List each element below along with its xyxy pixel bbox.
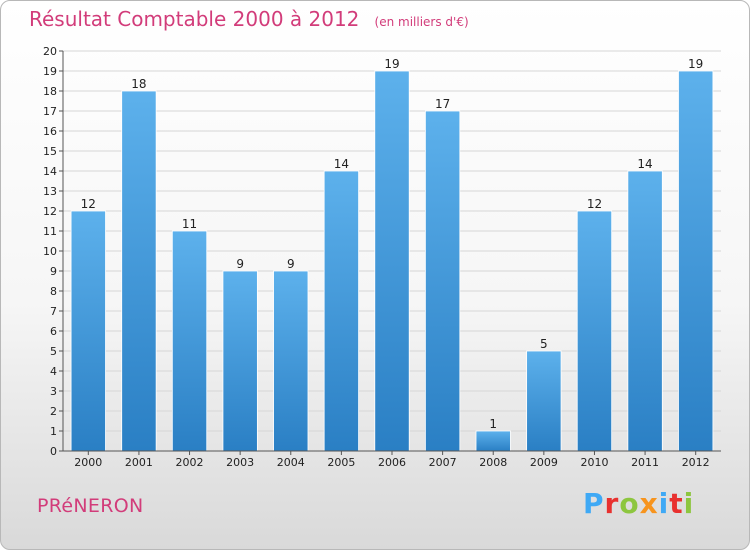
bar-2007 xyxy=(425,110,461,452)
proxiti-logo: Proxiti xyxy=(583,487,694,520)
y-tick-label: 9 xyxy=(50,265,57,278)
y-tick-label: 0 xyxy=(50,445,57,458)
x-tick-label: 2004 xyxy=(277,456,305,469)
logo-letter: x xyxy=(639,487,659,520)
chart-subtitle: (en milliers d'€) xyxy=(374,15,469,29)
x-tick-label: 2000 xyxy=(74,456,102,469)
x-tick-label: 2008 xyxy=(479,456,507,469)
bar-value-label: 14 xyxy=(637,157,652,171)
bar-value-label: 17 xyxy=(435,97,450,111)
bar-value-label: 9 xyxy=(287,257,295,271)
title-row: Résultat Comptable 2000 à 2012 (en milli… xyxy=(29,7,469,31)
x-tick-label: 2011 xyxy=(631,456,659,469)
chart-title: Résultat Comptable 2000 à 2012 xyxy=(29,7,360,31)
y-tick-label: 4 xyxy=(50,365,57,378)
bar-value-label: 1 xyxy=(489,417,497,431)
x-tick-label: 2009 xyxy=(530,456,558,469)
x-tick-label: 2012 xyxy=(682,456,710,469)
y-tick-label: 3 xyxy=(50,385,57,398)
y-tick-label: 15 xyxy=(43,145,57,158)
commune-name: PRéNERON xyxy=(37,495,144,517)
x-tick-label: 2002 xyxy=(176,456,204,469)
bar-2006 xyxy=(374,70,410,452)
logo-letter: P xyxy=(583,487,605,520)
bar-2011 xyxy=(627,170,663,452)
logo-letter: r xyxy=(604,487,620,520)
y-tick-label: 19 xyxy=(43,65,57,78)
y-tick-label: 17 xyxy=(43,105,57,118)
bar-2002 xyxy=(171,230,208,452)
y-tick-label: 16 xyxy=(43,125,57,138)
bar-2003 xyxy=(222,270,258,452)
y-tick-label: 7 xyxy=(50,305,57,318)
y-tick-label: 20 xyxy=(43,45,57,58)
x-tick-label: 2006 xyxy=(378,456,406,469)
bar-2010 xyxy=(576,210,613,452)
y-tick-label: 8 xyxy=(50,285,57,298)
bar-value-label: 14 xyxy=(334,157,349,171)
bar-2009 xyxy=(526,350,562,452)
bar-2000 xyxy=(70,210,106,452)
bar-value-label: 9 xyxy=(236,257,244,271)
bar-2008 xyxy=(475,430,511,452)
x-tick-label: 2001 xyxy=(125,456,153,469)
bar-value-label: 19 xyxy=(384,57,399,71)
bar-value-label: 5 xyxy=(540,337,548,351)
bar-value-label: 12 xyxy=(81,197,96,211)
logo-letter: i xyxy=(658,487,670,520)
bar-value-label: 19 xyxy=(688,57,703,71)
bar-value-label: 12 xyxy=(587,197,602,211)
bar-2005 xyxy=(323,170,359,452)
y-tick-label: 14 xyxy=(43,165,57,178)
y-tick-label: 10 xyxy=(43,245,57,258)
logo-letter: t xyxy=(669,487,684,520)
y-tick-label: 1 xyxy=(50,425,57,438)
bar-value-label: 11 xyxy=(182,217,197,231)
bar-2012 xyxy=(678,70,714,452)
y-tick-label: 2 xyxy=(50,405,57,418)
bar-2004 xyxy=(273,270,309,452)
x-tick-label: 2007 xyxy=(429,456,457,469)
bar-value-label: 18 xyxy=(131,77,146,91)
y-tick-label: 12 xyxy=(43,205,57,218)
x-tick-label: 2003 xyxy=(226,456,254,469)
y-tick-label: 18 xyxy=(43,85,57,98)
y-tick-label: 6 xyxy=(50,325,57,338)
bar-2001 xyxy=(121,90,157,452)
logo-letter: i xyxy=(683,487,695,520)
y-tick-label: 5 xyxy=(50,345,57,358)
x-tick-label: 2005 xyxy=(327,456,355,469)
logo-letter: o xyxy=(619,487,640,520)
y-tick-label: 13 xyxy=(43,185,57,198)
y-tick-label: 11 xyxy=(43,225,57,238)
x-tick-label: 2010 xyxy=(580,456,608,469)
